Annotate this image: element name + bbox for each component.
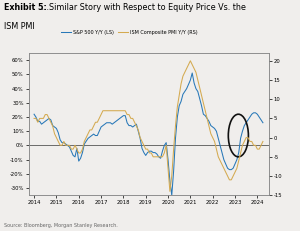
ISM Composite PMI Y/Y (RS) — [133, 121, 136, 124]
ISM Composite PMI Y/Y (RS) — [47, 117, 51, 120]
ISM Composite PMI Y/Y (RS) — [34, 117, 38, 120]
ISM Composite PMI Y/Y (RS) — [168, 190, 172, 193]
Legend: S&P 500 Y/Y (LS), ISM Composite PMI Y/Y (RS): S&P 500 Y/Y (LS), ISM Composite PMI Y/Y … — [59, 28, 199, 37]
ISM Composite PMI Y/Y (RS) — [75, 148, 79, 151]
Text: Exhibit 5:: Exhibit 5: — [4, 3, 46, 12]
S&P 500 Y/Y (LS) — [170, 194, 174, 197]
ISM Composite PMI Y/Y (RS) — [164, 144, 168, 147]
S&P 500 Y/Y (LS) — [47, 117, 51, 120]
S&P 500 Y/Y (LS) — [99, 126, 103, 128]
Text: ...Similar Story with Respect to Equity Price Vs. the: ...Similar Story with Respect to Equity … — [34, 3, 246, 12]
Text: ISM PMI: ISM PMI — [4, 22, 34, 31]
ISM Composite PMI Y/Y (RS) — [189, 59, 192, 62]
Line: ISM Composite PMI Y/Y (RS): ISM Composite PMI Y/Y (RS) — [34, 61, 263, 191]
S&P 500 Y/Y (LS) — [164, 141, 168, 144]
S&P 500 Y/Y (LS) — [34, 116, 38, 119]
ISM Composite PMI Y/Y (RS) — [261, 140, 265, 143]
S&P 500 Y/Y (LS) — [133, 124, 136, 127]
ISM Composite PMI Y/Y (RS) — [32, 117, 36, 120]
Line: S&P 500 Y/Y (LS): S&P 500 Y/Y (LS) — [34, 73, 263, 195]
S&P 500 Y/Y (LS) — [75, 147, 79, 150]
S&P 500 Y/Y (LS) — [32, 113, 36, 116]
S&P 500 Y/Y (LS) — [190, 72, 194, 74]
ISM Composite PMI Y/Y (RS) — [99, 113, 103, 116]
S&P 500 Y/Y (LS) — [261, 121, 265, 124]
Text: Source: Bloomberg, Morgan Stanley Research.: Source: Bloomberg, Morgan Stanley Resear… — [4, 223, 117, 228]
